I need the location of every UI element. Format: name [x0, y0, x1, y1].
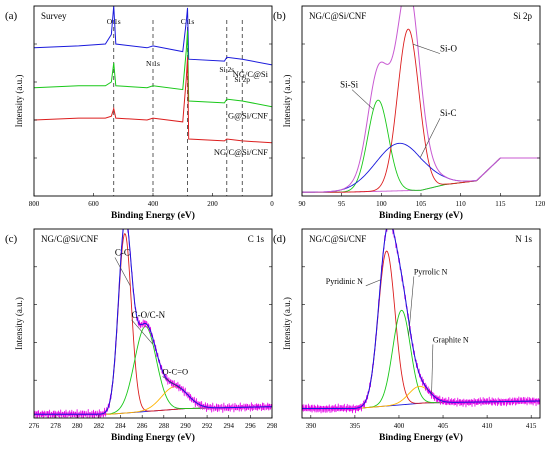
component-leader-line — [162, 376, 182, 390]
panel-title: NG/C@Si/CNF — [41, 234, 98, 244]
x-tick-label: 415 — [526, 422, 537, 430]
component-label: C-C — [115, 247, 130, 257]
x-tick-label: 390 — [306, 422, 317, 430]
raw-data-line — [302, 229, 540, 414]
x-axis-label: Binding Energy (eV) — [111, 432, 195, 443]
x-tick-label: 100 — [376, 200, 387, 208]
component-label: Pyrrolic N — [414, 267, 448, 276]
plot-frame — [301, 228, 541, 419]
component-label: Si-C — [440, 108, 457, 118]
plot-area — [34, 229, 272, 418]
component-label: Si-Si — [340, 80, 359, 90]
x-tick-label: 105 — [416, 200, 427, 208]
component-label: Si-O — [440, 44, 458, 54]
panel-label: (a) — [5, 10, 18, 22]
series-line — [34, 57, 272, 144]
component-leader-line — [365, 279, 382, 287]
x-tick-label: 290 — [180, 422, 191, 430]
x-tick-label: 400 — [148, 200, 159, 208]
region-label: C 1s — [248, 234, 265, 244]
panel-label: (c) — [5, 233, 18, 245]
component-leader-line — [419, 118, 441, 158]
component-label: O-C=O — [163, 367, 189, 377]
component-peak — [34, 233, 272, 415]
panel-2: C-C C-O/C-N O-C=O 276 278 280 282 284 286 288 290 2… — [5, 228, 278, 443]
y-axis-label: Intensity (a.u.) — [282, 297, 292, 350]
panel-title: Survey — [41, 11, 67, 21]
series-label: G@Si/CNF — [228, 111, 268, 121]
x-axis-label: Binding Energy (eV) — [379, 210, 463, 221]
x-tick-label: 298 — [267, 422, 278, 430]
x-tick-label: 282 — [94, 422, 105, 430]
x-tick-label: 288 — [159, 422, 170, 430]
panel-label: (d) — [273, 233, 286, 245]
y-axis-label: Intensity (a.u.) — [14, 75, 24, 128]
region-label: N 1s — [515, 234, 532, 244]
panel-title: NG/C@Si/CNF — [309, 11, 366, 21]
component-leader-line — [114, 257, 131, 286]
x-tick-label: 292 — [202, 422, 213, 430]
x-axis-label: Binding Energy (eV) — [111, 210, 195, 221]
component-leader-line — [351, 89, 374, 110]
component-peak — [302, 309, 540, 409]
x-tick-label: 286 — [137, 422, 148, 430]
component-label: Pyridinic N — [326, 277, 363, 286]
region-label: Si 2p — [513, 11, 532, 21]
component-leader-line — [412, 43, 441, 54]
plot-area — [302, 6, 540, 193]
x-tick-label: 280 — [72, 422, 83, 430]
series-label: NG/C@Si — [233, 69, 269, 79]
panel-0: NG/C@Si G@Si/CNF NG/C@Si/CNF O 1s N 1s C 1s Si… — [5, 5, 274, 221]
x-axis-label: Binding Energy (eV) — [379, 432, 463, 443]
x-tick-label: 400 — [394, 422, 405, 430]
fit-envelope-line — [302, 6, 540, 193]
component-leader-line — [408, 276, 415, 336]
x-tick-label: 276 — [29, 422, 40, 430]
x-tick-label: 115 — [495, 200, 506, 208]
x-tick-label: 110 — [456, 200, 467, 208]
x-tick-label: 278 — [50, 422, 61, 430]
x-tick-label: 600 — [88, 200, 99, 208]
x-tick-label: 120 — [535, 200, 546, 208]
panel-label: (b) — [273, 10, 286, 22]
component-peak — [302, 142, 540, 193]
plot-frame — [301, 5, 541, 197]
component-label: Graphite N — [433, 335, 469, 344]
series-line — [34, 6, 272, 66]
x-tick-label: 395 — [350, 422, 361, 430]
peak-label: N 1s — [146, 59, 160, 68]
x-tick-label: 800 — [29, 200, 40, 208]
baseline-line — [302, 157, 540, 193]
peak-label: C 1s — [181, 17, 195, 26]
peak-label: Si 2s — [219, 65, 234, 74]
x-tick-label: 294 — [223, 422, 234, 430]
component-label: C-O/C-N — [132, 310, 166, 320]
y-axis-label: Intensity (a.u.) — [14, 297, 24, 350]
x-tick-label: 90 — [299, 200, 307, 208]
plot-area — [34, 6, 272, 196]
component-peak — [302, 28, 540, 193]
plot-frame — [33, 228, 273, 419]
x-tick-label: 296 — [245, 422, 256, 430]
fit-envelope-line — [34, 229, 272, 415]
peak-label: O 1s — [107, 17, 121, 26]
fit-envelope-line — [302, 229, 540, 410]
component-leader-line — [131, 319, 154, 345]
x-tick-label: 284 — [115, 422, 126, 430]
panel-title: NG/C@Si/CNF — [309, 234, 366, 244]
x-tick-label: 95 — [338, 200, 346, 208]
peak-label: Si 2p — [234, 75, 250, 84]
plot-area — [302, 229, 540, 414]
x-tick-label: 0 — [270, 200, 274, 208]
series-line — [34, 30, 272, 108]
x-tick-label: 405 — [438, 422, 449, 430]
x-tick-label: 410 — [482, 422, 493, 430]
series-label: NG/C@Si/CNF — [214, 147, 268, 157]
x-tick-label: 200 — [207, 200, 218, 208]
panel-1: Si-Si Si-O Si-C 90 95 100 105 110 115 120 Binding … — [273, 5, 546, 221]
y-axis-label: Intensity (a.u.) — [282, 75, 292, 128]
component-leader-line — [431, 344, 434, 395]
panel-3: Pyridinic N Pyrrolic N Graphite N 390 395 400… — [273, 228, 541, 443]
